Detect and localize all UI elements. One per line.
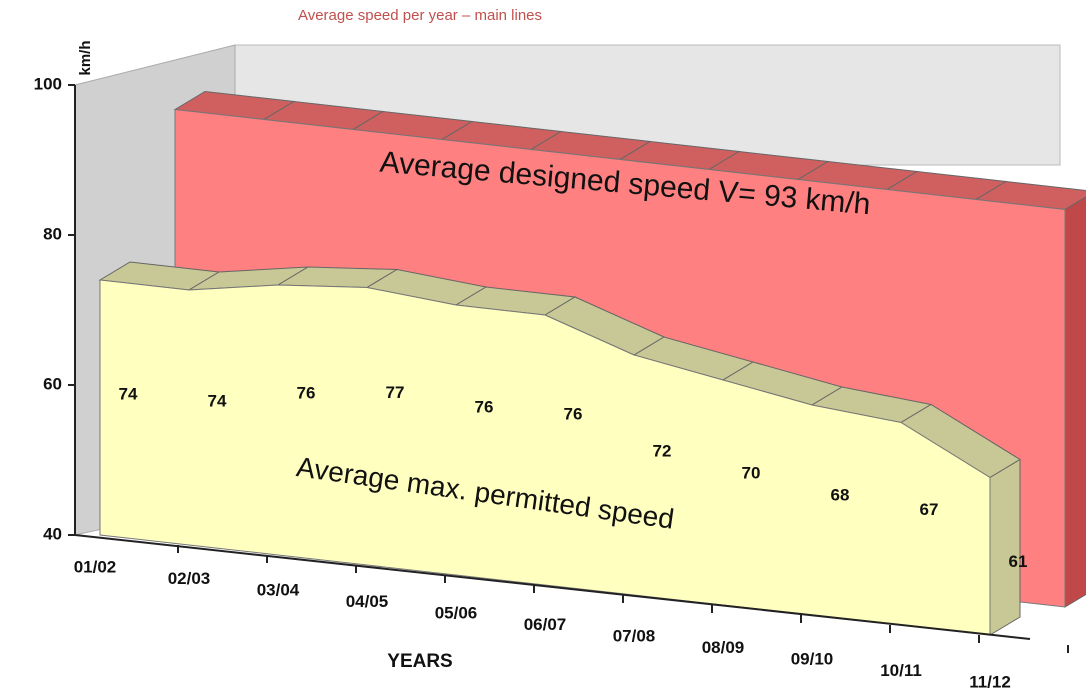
data-label: 68 — [831, 485, 850, 504]
data-label: 76 — [297, 383, 316, 402]
x-tick-label: 01/02 — [74, 557, 117, 576]
y-tick-label: 100 — [34, 74, 62, 93]
x-tick-label: 06/07 — [524, 615, 567, 634]
x-tick-label: 05/06 — [435, 603, 478, 622]
x-axis-label: YEARS — [387, 651, 452, 672]
chart-title: Average speed per year – main lines — [298, 7, 542, 24]
x-tick-label: 11/12 — [969, 672, 1011, 688]
data-label: 72 — [653, 441, 672, 460]
x-tick-label: 03/04 — [257, 580, 300, 599]
data-label: 77 — [386, 383, 405, 402]
x-axis — [74, 534, 1031, 640]
x-tick-label: 02/03 — [168, 569, 211, 588]
y-axis-label: km/h — [77, 40, 94, 75]
x-tick-label: 04/05 — [346, 592, 389, 611]
x-tick-label: 10/11 — [880, 661, 922, 680]
x-tick-label: 07/08 — [613, 626, 656, 645]
y-tick-label: 80 — [43, 224, 62, 243]
data-label: 74 — [208, 391, 227, 410]
area-side — [1064, 196, 1086, 608]
x-tick-label: 09/10 — [791, 649, 834, 668]
data-label: 67 — [920, 500, 939, 519]
data-label: 70 — [742, 463, 761, 482]
data-label: 74 — [119, 384, 138, 403]
data-label: 76 — [564, 404, 583, 423]
x-tick-label: 08/09 — [702, 638, 745, 657]
y-tick-label: 40 — [43, 524, 62, 543]
y-tick-label: 60 — [43, 374, 62, 393]
area-side — [989, 458, 1021, 636]
data-label: 61 — [1009, 552, 1028, 571]
data-label: 76 — [475, 397, 494, 416]
